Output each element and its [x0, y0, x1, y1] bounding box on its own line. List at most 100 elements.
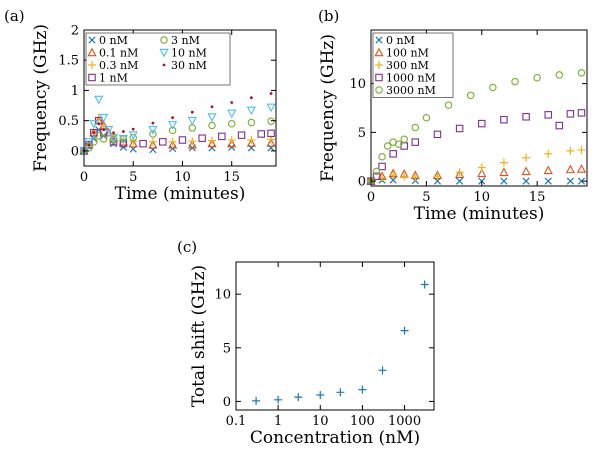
legend-marker [162, 63, 166, 67]
data-point [139, 139, 147, 148]
data-point [128, 131, 138, 141]
y-tick-label: 0 [223, 395, 231, 410]
data-point [478, 119, 486, 128]
data-point [577, 145, 586, 154]
y-axis-label: Frequency (GHz) [318, 34, 338, 182]
y-tick-label: 1.5 [58, 54, 79, 69]
series-0 nM [367, 176, 586, 185]
data-point [246, 106, 257, 116]
data-point [422, 114, 431, 122]
y-tick-label: 0 [71, 144, 79, 159]
data-point [230, 101, 234, 104]
series-data [252, 280, 429, 405]
legend-marker [375, 36, 383, 44]
legend-marker [87, 47, 97, 57]
legend-entry: 10 nM [171, 47, 207, 60]
legend-marker [88, 73, 96, 82]
x-tick-label: 10 [174, 170, 191, 185]
data-point [378, 153, 386, 161]
data-point [358, 385, 367, 394]
data-point [188, 137, 197, 146]
chart-panel-0: 0 5 10 15 0 0.5 1 1.5 2 Time (minutes) Frequency (… [4, 7, 277, 204]
legend-entry: 0 nM [99, 34, 128, 47]
data-point [178, 136, 187, 144]
data-point [269, 92, 273, 95]
data-point [511, 77, 519, 86]
data-point [129, 133, 137, 142]
legend-marker [374, 47, 384, 57]
legend-marker [88, 61, 96, 69]
data-point [477, 168, 487, 178]
data-point [131, 127, 135, 131]
x-tick-label: 5 [422, 190, 430, 205]
data-point [167, 121, 178, 130]
legend-entry: 0.1 nM [99, 47, 138, 60]
data-point [267, 129, 275, 138]
data-point [544, 177, 552, 185]
data-point [544, 111, 552, 119]
data-point [208, 136, 216, 145]
y-axis-label: Total shift (GHz) [189, 265, 209, 407]
data-point [389, 171, 398, 180]
data-point [247, 136, 256, 145]
data-point [102, 128, 106, 132]
data-point [521, 166, 531, 176]
data-point [576, 164, 587, 173]
x-tick-label: 1000 [388, 414, 421, 429]
panel-label: (b) [318, 7, 339, 25]
data-point [477, 163, 486, 172]
data-point [198, 134, 206, 142]
legend-marker [375, 73, 383, 82]
data-point [119, 139, 128, 148]
data-point [522, 113, 530, 121]
y-tick-label: 10 [214, 288, 231, 303]
panel-label: (c) [177, 238, 197, 256]
data-point [500, 115, 508, 124]
data-point [227, 119, 236, 128]
data-point [207, 138, 217, 148]
x-tick-label: 0.1 [226, 414, 247, 429]
data-point [522, 177, 530, 185]
data-point [208, 144, 216, 152]
series-3000 nM [367, 69, 586, 185]
data-point [108, 133, 119, 143]
data-point [454, 169, 465, 179]
plot-frame [370, 29, 588, 187]
data-point [555, 121, 564, 130]
data-point [400, 135, 408, 143]
legend-marker [375, 86, 383, 94]
data-point [267, 117, 275, 126]
data-point [249, 96, 253, 100]
data-point [577, 69, 586, 77]
data-point [566, 177, 575, 185]
data-point [247, 144, 256, 152]
data-point [94, 95, 104, 105]
plot-frame [83, 29, 277, 167]
data-point [372, 167, 381, 176]
x-tick-label: 100 [350, 414, 375, 429]
data-point [444, 101, 453, 109]
data-point [210, 105, 214, 109]
data-point [92, 131, 96, 135]
legend-box [85, 32, 231, 86]
data-point [316, 390, 325, 399]
plot-frame [235, 261, 435, 411]
y-tick-label: 0 [358, 175, 366, 190]
x-tick-label: 10 [312, 414, 329, 429]
data-point [411, 123, 420, 132]
data-point [187, 139, 197, 149]
data-point [294, 393, 303, 402]
data-point [274, 395, 283, 404]
data-point [577, 109, 586, 117]
data-point [87, 143, 91, 147]
legend-entry: 3000 nM [386, 84, 436, 97]
data-point [207, 113, 217, 122]
data-point [266, 138, 276, 147]
data-point [565, 164, 576, 174]
y-axis-label: Frequency (GHz) [31, 24, 51, 172]
data-point [378, 162, 386, 171]
legend-marker [375, 61, 383, 69]
